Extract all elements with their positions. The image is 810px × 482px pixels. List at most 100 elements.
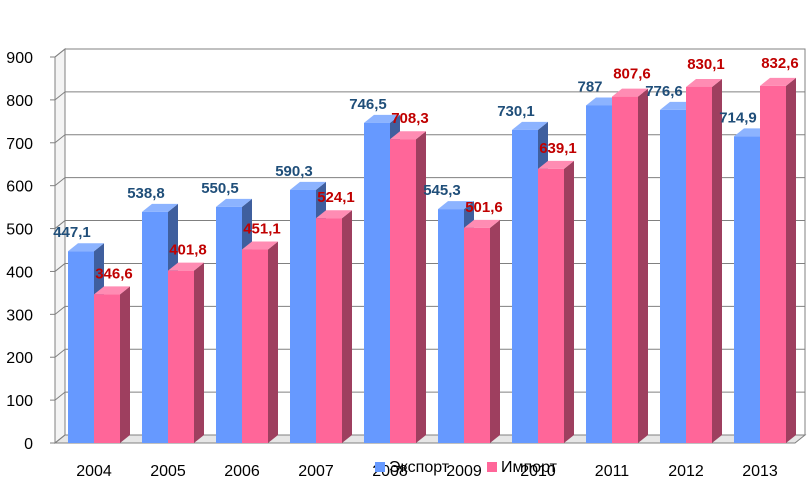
bar-export-2005-top bbox=[142, 203, 178, 212]
data-label: 730,1 bbox=[497, 103, 535, 120]
bar-import-2010-top bbox=[538, 160, 574, 169]
data-label: 714,9 bbox=[719, 109, 757, 126]
data-label: 830,1 bbox=[687, 56, 725, 73]
bar-import-2007-top bbox=[316, 210, 352, 219]
legend-swatch bbox=[487, 462, 497, 472]
bar-export-2006-front bbox=[216, 206, 242, 443]
bar-export-2009-front bbox=[438, 209, 464, 443]
bar-import-2009-top bbox=[464, 219, 500, 228]
bar-import-2008-side bbox=[416, 131, 426, 443]
bar-import-2006-front bbox=[242, 249, 268, 443]
bar-import-2006 bbox=[242, 241, 278, 443]
x-tick-label: 2005 bbox=[150, 463, 186, 480]
bar-export-2008-top bbox=[364, 114, 400, 123]
data-label: 639,1 bbox=[539, 140, 577, 157]
y-tick-label: 900 bbox=[6, 50, 33, 67]
bar-import-2009-front bbox=[464, 227, 490, 443]
data-label: 451,1 bbox=[243, 221, 281, 238]
x-tick-label: 2012 bbox=[668, 463, 704, 480]
legend: Экспорт Импорт bbox=[375, 459, 558, 476]
bar-export-2004-front bbox=[68, 251, 94, 443]
y-tick-label: 200 bbox=[6, 350, 33, 367]
data-label: 545,3 bbox=[423, 182, 461, 199]
legend-label: Экспорт bbox=[389, 459, 450, 476]
bar-import-2005 bbox=[168, 262, 204, 443]
legend-swatch bbox=[375, 462, 385, 472]
bar-import-2011-top bbox=[612, 88, 648, 97]
bar-export-2009-top bbox=[438, 201, 474, 210]
bar-import-2012-side bbox=[712, 78, 722, 443]
bar-import-2004-side bbox=[120, 286, 130, 443]
x-tick-label: 2007 bbox=[298, 463, 334, 480]
bar-import-2008-front bbox=[390, 139, 416, 443]
bar-import-2005-front bbox=[168, 270, 194, 443]
data-label: 501,6 bbox=[465, 199, 503, 216]
data-label: 832,6 bbox=[761, 55, 799, 72]
bar-import-2012-front bbox=[686, 86, 712, 443]
bar-import-2010 bbox=[538, 160, 574, 444]
bar-import-2011-front bbox=[612, 96, 638, 443]
y-axis-ticks: 0 100 200 300 400 500 600 700 800 900 bbox=[6, 50, 55, 453]
y-tick-label: 0 bbox=[24, 436, 33, 453]
data-label: 524,1 bbox=[317, 189, 355, 206]
gridline-side bbox=[54, 134, 66, 144]
y-tick-label: 400 bbox=[6, 264, 33, 281]
bar-import-2005-top bbox=[168, 262, 204, 271]
bar-import-2004 bbox=[94, 286, 130, 443]
gridline-side bbox=[54, 263, 66, 272]
bar-import-2005-side bbox=[194, 262, 204, 443]
gridline-side bbox=[54, 434, 66, 444]
gridline-side bbox=[54, 48, 66, 58]
data-label: 787 bbox=[577, 78, 602, 95]
bar-import-2007-side bbox=[342, 210, 352, 443]
bar-export-2007-top bbox=[290, 181, 326, 190]
data-label: 746,5 bbox=[349, 96, 387, 113]
bar-import-2006-side bbox=[268, 241, 278, 443]
gridline-side bbox=[54, 305, 66, 315]
data-label: 538,8 bbox=[127, 185, 165, 202]
gridline-side bbox=[54, 91, 66, 101]
bar-import-2007 bbox=[316, 210, 352, 443]
data-labels: 447,1 346,6 538,8 401,8 550,5 451,1 590,3524,1… bbox=[53, 55, 799, 282]
data-label: 346,6 bbox=[95, 265, 133, 282]
x-tick-label: 2013 bbox=[742, 463, 778, 480]
bar-export-2007 bbox=[290, 181, 326, 443]
bar-export-2010-front bbox=[512, 129, 538, 443]
bar-import-2011 bbox=[612, 88, 648, 443]
bar-import-2013 bbox=[760, 77, 796, 444]
y-tick-label: 100 bbox=[6, 393, 33, 410]
bar-export-2006-top bbox=[216, 198, 252, 207]
bar-import-2009-side bbox=[490, 219, 500, 443]
data-label: 550,5 bbox=[201, 180, 239, 197]
y-tick-label: 700 bbox=[6, 136, 33, 153]
bar-export-2011-front bbox=[586, 105, 612, 443]
bar-export-2013-front bbox=[734, 136, 760, 443]
data-label: 807,6 bbox=[613, 66, 651, 83]
legend-label: Импорт bbox=[501, 459, 558, 476]
bar-import-2008 bbox=[390, 131, 426, 443]
x-tick-label: 2006 bbox=[224, 463, 260, 480]
bar-import-2013-side bbox=[786, 77, 796, 444]
x-tick-label: 2004 bbox=[76, 463, 112, 480]
bar-export-2005-front bbox=[142, 211, 168, 443]
y-tick-label: 800 bbox=[6, 93, 33, 110]
data-label: 708,3 bbox=[391, 110, 429, 127]
gridline-side bbox=[54, 391, 66, 401]
bar-export-2008-front bbox=[364, 122, 390, 443]
bar-export-2007-front bbox=[290, 189, 316, 443]
data-label: 590,3 bbox=[275, 163, 313, 180]
bar-export-2012-front bbox=[660, 109, 686, 443]
bar-import-2009 bbox=[464, 219, 500, 443]
gridline-side bbox=[54, 177, 66, 187]
bar-import-2010-front bbox=[538, 168, 564, 444]
y-tick-label: 600 bbox=[6, 179, 33, 196]
gridline-side bbox=[54, 348, 66, 358]
bar-export-2004-top bbox=[68, 243, 104, 252]
bar-import-2004-front bbox=[94, 294, 120, 443]
bar-export-2010-top bbox=[512, 121, 548, 130]
x-tick-label: 2010 bbox=[520, 463, 556, 480]
gridline-side bbox=[54, 220, 66, 229]
bar-import-2004-top bbox=[94, 286, 130, 295]
bar-import-2007-front bbox=[316, 218, 342, 443]
